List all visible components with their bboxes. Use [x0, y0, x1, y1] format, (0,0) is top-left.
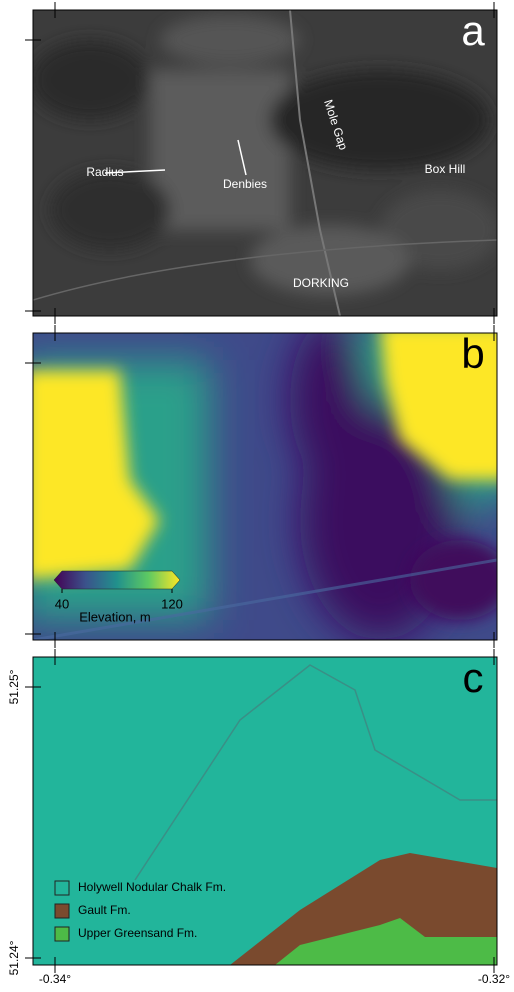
- legend-label: Upper Greensand Fm.: [78, 926, 197, 940]
- y-tick-label: 51.25°: [7, 669, 21, 704]
- x-tick-label: -0.34°: [39, 972, 71, 986]
- x-tick-label: -0.32°: [478, 972, 510, 986]
- colorbar-tick-label: 40: [55, 596, 69, 611]
- panel-letter: b: [461, 330, 484, 377]
- legend-swatch: [55, 881, 69, 895]
- panel-letter: a: [461, 7, 485, 54]
- figure: abcRadiusDenbiesMole GapBox HillDORKING4…: [0, 0, 514, 992]
- legend-label: Holywell Nodular Chalk Fm.: [78, 880, 226, 894]
- colorbar-label: Elevation, m: [79, 609, 151, 624]
- panel-letter: c: [463, 654, 484, 701]
- place-label: Box Hill: [425, 162, 466, 176]
- legend-swatch: [55, 904, 69, 918]
- legend-label: Gault Fm.: [78, 903, 131, 917]
- colorbar: [54, 571, 180, 589]
- page: abcRadiusDenbiesMole GapBox HillDORKING4…: [0, 0, 514, 992]
- colorbar-tick-label: 120: [161, 596, 183, 611]
- y-tick-label: 51.24°: [7, 940, 21, 975]
- geology-map: [33, 657, 497, 965]
- place-label: Denbies: [223, 177, 267, 191]
- place-label: Radius: [86, 165, 123, 179]
- place-label: DORKING: [293, 276, 349, 290]
- legend-swatch: [55, 927, 69, 941]
